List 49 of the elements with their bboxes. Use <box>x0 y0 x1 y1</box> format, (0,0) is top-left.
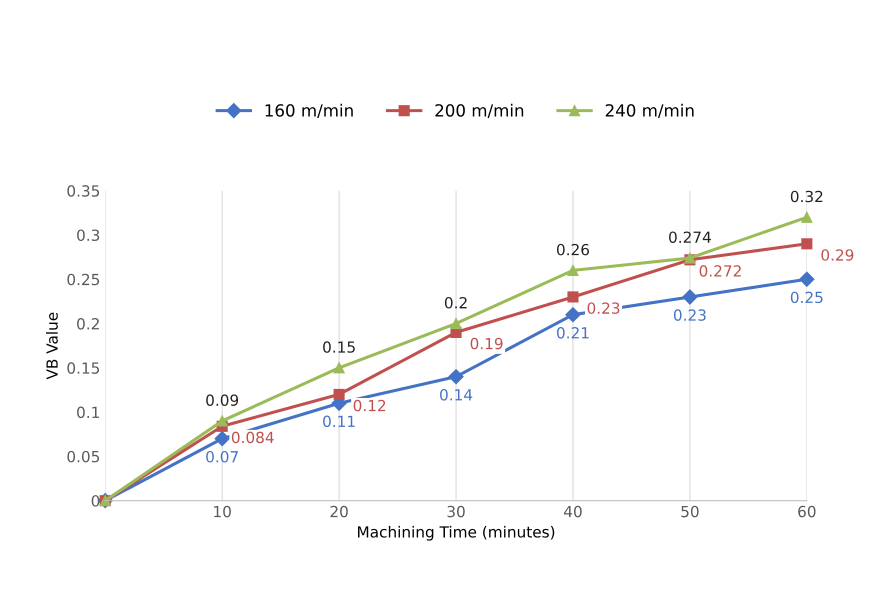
x-tick-label: 20 <box>330 506 348 518</box>
data-label: 0.07 <box>206 450 238 463</box>
point <box>216 415 228 426</box>
point <box>801 212 812 223</box>
point <box>448 369 464 384</box>
data-label: 0.14 <box>440 388 472 401</box>
x-tick-label: 60 <box>798 506 816 518</box>
data-label: 0.23 <box>588 302 620 314</box>
data-label: 0.2 <box>444 296 467 309</box>
y-tick-label: 0.2 <box>77 318 99 330</box>
y-tick-label: 0.25 <box>67 274 100 286</box>
data-label: 0.26 <box>556 244 590 256</box>
point <box>565 307 581 322</box>
y-tick-label: 0.3 <box>77 229 100 242</box>
data-label: 0.21 <box>556 327 589 339</box>
x-tick-label: 40 <box>564 506 582 518</box>
point <box>799 272 814 287</box>
data-label: 0.19 <box>470 338 503 350</box>
x-axis-title: Machining Time (minutes) <box>358 526 554 541</box>
x-tick-label: 50 <box>681 506 699 518</box>
legend-label: 200 m/min <box>435 104 524 118</box>
point <box>682 289 698 305</box>
point <box>450 318 462 330</box>
x-tick-label: 10 <box>214 506 231 518</box>
point <box>567 264 579 276</box>
data-label: 0.29 <box>821 249 854 261</box>
x-tick-label: 30 <box>447 506 465 518</box>
y-tick-label: 0.05 <box>67 450 100 462</box>
data-label: 0.12 <box>354 400 386 412</box>
data-label: 0.11 <box>323 416 355 428</box>
data-label: 0.09 <box>206 394 238 406</box>
legend-label: 240 m/min <box>606 104 694 118</box>
y-tick-label: 0.1 <box>77 406 99 418</box>
point <box>334 362 345 374</box>
point <box>214 431 230 446</box>
point <box>801 238 812 250</box>
y-axis-title: VB Value <box>46 312 58 380</box>
data-label: 0.25 <box>790 292 823 304</box>
y-tick-label: 0.35 <box>67 185 100 197</box>
point <box>334 388 345 400</box>
legend-label: 160 m/min <box>266 104 353 118</box>
point <box>567 291 579 303</box>
data-label: 0.274 <box>669 231 711 244</box>
data-label: 0.32 <box>790 190 822 202</box>
data-label: 0.084 <box>232 432 274 444</box>
data-label: 0.272 <box>700 265 741 277</box>
y-tick-label: 0.15 <box>67 362 100 374</box>
data-label: 0.15 <box>323 341 355 353</box>
data-label: 0.23 <box>674 309 706 321</box>
